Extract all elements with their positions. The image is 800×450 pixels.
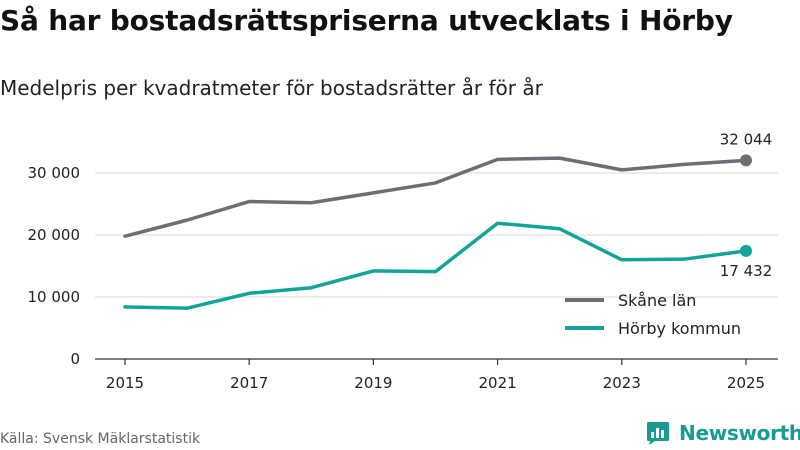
y-tick-label: 10 000 (28, 288, 81, 306)
series-end-marker-1 (740, 244, 752, 257)
series-line-1 (123, 221, 748, 310)
source-note: Källa: Svensk Mäklarstatistik (0, 431, 201, 447)
newsworthy-logo-icon (647, 422, 669, 445)
newsworthy-logo: Newsworthy (645, 420, 800, 446)
y-tick-label: 30 000 (28, 164, 81, 182)
series-end-label-1: 17 432 (720, 262, 773, 280)
chart-subtitle: Medelpris per kvadratmeter för bostadsrä… (0, 76, 543, 100)
x-tick-label: 2015 (106, 374, 144, 392)
x-tick-label: 2017 (230, 374, 268, 392)
x-tick-label: 2025 (727, 374, 765, 392)
chart-title: Så har bostadsrättspriserna utvecklats i… (0, 4, 733, 37)
series-end-label-0: 32 044 (720, 130, 773, 148)
series-end-marker-0 (740, 154, 752, 167)
x-tick-label: 2023 (603, 374, 641, 392)
y-tick-label: 20 000 (28, 226, 81, 244)
legend-label-0: Skåne län (618, 291, 696, 310)
brand-name: Newsworthy (679, 421, 800, 445)
y-tick-label: 0 (70, 350, 80, 368)
x-tick-label: 2019 (354, 374, 392, 392)
x-tick-label: 2021 (479, 374, 517, 392)
series-line-0 (123, 156, 748, 238)
legend-label-1: Hörby kommun (618, 319, 741, 338)
